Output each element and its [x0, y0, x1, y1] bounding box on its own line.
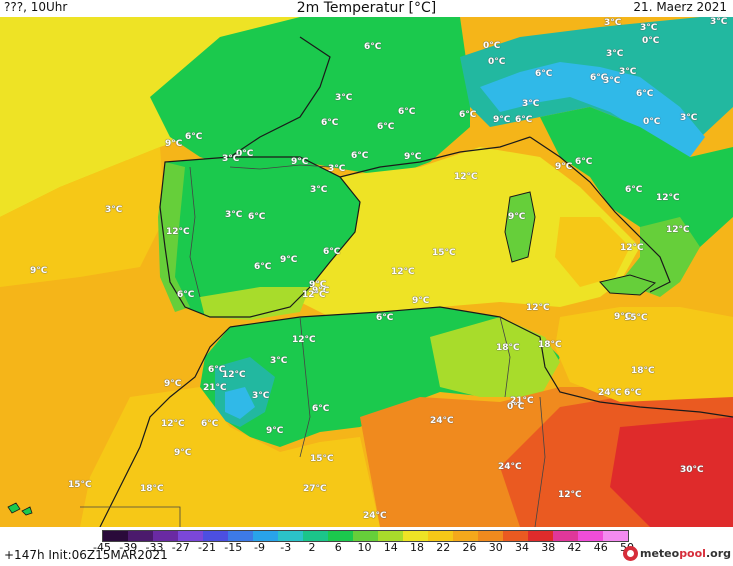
meteopool-logo: meteopool.org [622, 546, 731, 561]
border-spain-france [229, 164, 331, 170]
legend-swatch [203, 531, 228, 541]
libya-coast [555, 307, 733, 402]
temperature-map [0, 17, 733, 527]
border-libya [534, 396, 546, 527]
logo-icon [622, 546, 638, 561]
atlas-snow [225, 387, 255, 419]
canary-islands [7, 502, 33, 516]
legend-swatch [428, 531, 453, 541]
france-region [150, 17, 470, 177]
color-scale-legend [102, 530, 629, 542]
legend-tick: 34 [515, 541, 529, 554]
legend-tick: 6 [334, 541, 342, 554]
legend-swatch [103, 531, 128, 541]
model-run-info: +147h Init:06Z15MAR2021 [4, 548, 168, 562]
sahara-peak [610, 417, 733, 527]
africa-coast-band [430, 317, 560, 397]
legend-tick: 10 [357, 541, 372, 554]
legend-tick: 22 [436, 541, 451, 554]
legend-swatch [153, 531, 178, 541]
logo-text: meteopool.org [639, 547, 731, 560]
tyrrhenian-sea [555, 217, 630, 287]
coastline-corsica-sardinia [504, 191, 536, 263]
legend-tick: 2 [308, 541, 316, 554]
legend-swatch [353, 531, 378, 541]
legend-swatch [178, 531, 203, 541]
legend-tick: 14 [383, 541, 398, 554]
coastline-morocco [99, 326, 231, 527]
legend-tick: 42 [567, 541, 582, 554]
coastline-sicily [599, 274, 657, 296]
legend-swatch [378, 531, 403, 541]
map-title: 2m Temperatur [°C] [296, 0, 437, 16]
legend-tick: -21 [198, 541, 216, 554]
legend-swatch [253, 531, 278, 541]
legend-tick: 38 [541, 541, 556, 554]
forecast-time-label: ???, 10Uhr [4, 0, 68, 14]
atlantic-mid-band [0, 147, 165, 287]
legend-swatch [228, 531, 253, 541]
legend-swatch [303, 531, 328, 541]
legend-swatch [128, 531, 153, 541]
legend-tick: -9 [254, 541, 265, 554]
coastline-italy [529, 136, 671, 293]
border-tunisia [499, 316, 511, 398]
legend-swatch [578, 531, 603, 541]
iberia-coast-band [158, 162, 190, 312]
legend-swatch [328, 531, 353, 541]
legend-tick: 30 [488, 541, 503, 554]
coastline-north-africa [229, 306, 733, 418]
legend-swatch [403, 531, 428, 541]
legend-tick: -45 [93, 541, 111, 554]
legend-tick: 26 [462, 541, 477, 554]
legend-swatch [528, 531, 553, 541]
legend-swatch [503, 531, 528, 541]
legend-tick: -33 [145, 541, 164, 554]
legend-tick: -15 [224, 541, 243, 554]
coastline-gulf-lion [339, 136, 531, 178]
sahara-west [80, 387, 380, 527]
coastline-iberia [159, 156, 361, 318]
legend-tick: -27 [171, 541, 190, 554]
border-portugal [189, 166, 201, 298]
legend-swatch [278, 531, 303, 541]
coastline-france [229, 36, 331, 158]
legend-swatch [553, 531, 578, 541]
iberia-south-coast [200, 287, 310, 320]
corsica-sardinia [505, 192, 535, 262]
iberia-region [160, 157, 360, 317]
legend-tick: 46 [593, 541, 608, 554]
legend-swatch [603, 531, 628, 541]
legend-swatch [453, 531, 478, 541]
border-sahara [80, 506, 181, 527]
legend-tick: 18 [410, 541, 424, 554]
mediterranean-sea [300, 147, 640, 317]
legend-swatch [478, 531, 503, 541]
forecast-date: 21. Maerz 2021 [633, 0, 727, 14]
border-algeria-morocco [299, 316, 311, 458]
legend-tick: -3 [280, 541, 292, 554]
legend-tick-labels: -45 -39 -33 -27 -21 -15 -9 -3 2 6 10 14 18 22 26 30 34 38… [93, 541, 634, 554]
legend-tick: -39 [119, 541, 138, 554]
